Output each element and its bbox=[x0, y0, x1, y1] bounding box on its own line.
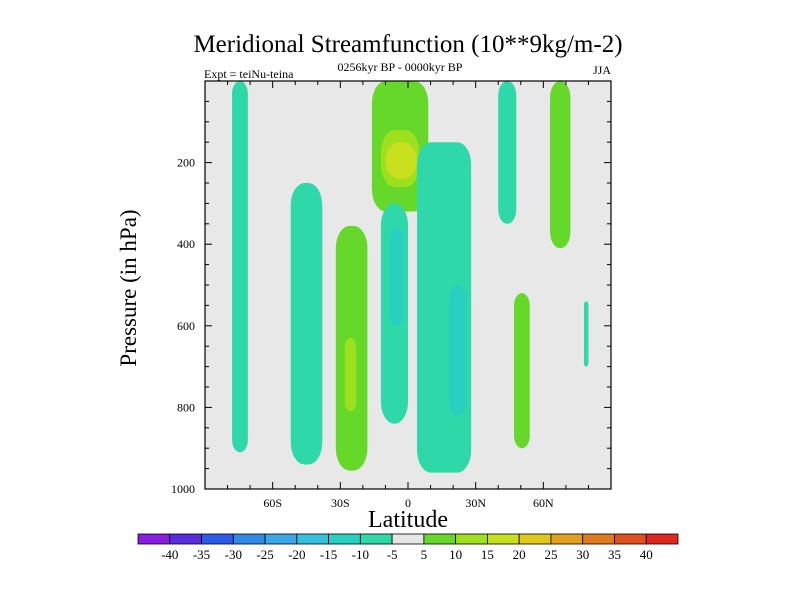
contour-region bbox=[232, 81, 248, 453]
y-tick-label: 400 bbox=[177, 237, 195, 251]
colorbar-label: 15 bbox=[481, 547, 494, 562]
x-tick-label: 30N bbox=[465, 496, 486, 510]
contour-region bbox=[550, 81, 571, 249]
colorbar-swatch bbox=[232, 533, 266, 545]
x-tick-label: 0 bbox=[405, 496, 411, 510]
contour-region bbox=[385, 142, 418, 179]
subtitle-left: Expt = teiNu-teina bbox=[204, 67, 294, 81]
contour-region bbox=[448, 285, 467, 416]
x-tick-label: 60N bbox=[533, 496, 554, 510]
colorbar-swatch bbox=[455, 533, 488, 545]
colorbar-label: 25 bbox=[544, 547, 557, 562]
contour-region bbox=[498, 81, 517, 224]
colorbar-label: 5 bbox=[421, 547, 428, 562]
y-tick-label: 200 bbox=[177, 156, 195, 170]
colorbar-swatch bbox=[518, 533, 552, 545]
colorbar-label: 30 bbox=[576, 547, 589, 562]
colorbar-swatch bbox=[201, 533, 234, 545]
colorbar-label: -30 bbox=[225, 547, 242, 562]
colorbar: -40 -35 -30 -25 -20 -15 -10 -5 5 10 15 20 25 30 35 40 bbox=[137, 533, 679, 562]
colorbar-swatch bbox=[137, 533, 171, 545]
contour-regions bbox=[232, 81, 589, 473]
colorbar-swatch bbox=[614, 533, 647, 545]
contour-region bbox=[389, 227, 404, 326]
contour-region bbox=[514, 293, 530, 449]
colorbar-label: -5 bbox=[387, 547, 398, 562]
y-axis-ticks: 200 400 600 800 1000 bbox=[171, 80, 611, 496]
y-axis-label: Pressure (in hPa) bbox=[116, 209, 141, 366]
colorbar-swatch bbox=[645, 533, 679, 545]
x-axis-label: Latitude bbox=[368, 507, 448, 533]
colorbar-swatch bbox=[391, 533, 425, 545]
colorbar-label: 20 bbox=[513, 547, 526, 562]
y-tick-label: 1000 bbox=[171, 482, 195, 496]
chart-title: Meridional Streamfunction (10**9kg/m-2) bbox=[193, 31, 622, 58]
y-tick-label: 800 bbox=[177, 400, 195, 414]
contour-region bbox=[290, 183, 323, 465]
colorbar-swatch bbox=[423, 533, 457, 545]
colorbar-label: -25 bbox=[256, 547, 273, 562]
x-tick-label: 30S bbox=[331, 496, 350, 510]
x-tick-label: 60S bbox=[263, 496, 282, 510]
colorbar-label: 10 bbox=[449, 547, 462, 562]
x-axis-ticks: 60S 30S 0 30N 60N bbox=[204, 81, 612, 510]
colorbar-label: -20 bbox=[288, 547, 305, 562]
colorbar-label: -40 bbox=[161, 547, 178, 562]
y-tick-label: 600 bbox=[177, 319, 195, 333]
subtitle-center: 0256kyr BP - 0000kyr BP bbox=[338, 60, 463, 74]
colorbar-swatch bbox=[328, 533, 361, 545]
subtitle-right: JJA bbox=[593, 63, 611, 77]
colorbar-swatch bbox=[296, 533, 329, 545]
colorbar-swatch bbox=[264, 533, 298, 545]
colorbar-swatch bbox=[582, 533, 615, 545]
colorbar-swatch bbox=[487, 533, 520, 545]
contour-region bbox=[344, 338, 357, 412]
colorbar-label: -35 bbox=[193, 547, 210, 562]
colorbar-swatch bbox=[550, 533, 584, 545]
colorbar-swatch bbox=[359, 533, 393, 545]
colorbar-label: -15 bbox=[320, 547, 337, 562]
contour-region bbox=[583, 301, 589, 367]
colorbar-swatch bbox=[169, 533, 202, 545]
colorbar-label: -10 bbox=[352, 547, 369, 562]
colorbar-label: 40 bbox=[640, 547, 653, 562]
colorbar-label: 35 bbox=[608, 547, 621, 562]
